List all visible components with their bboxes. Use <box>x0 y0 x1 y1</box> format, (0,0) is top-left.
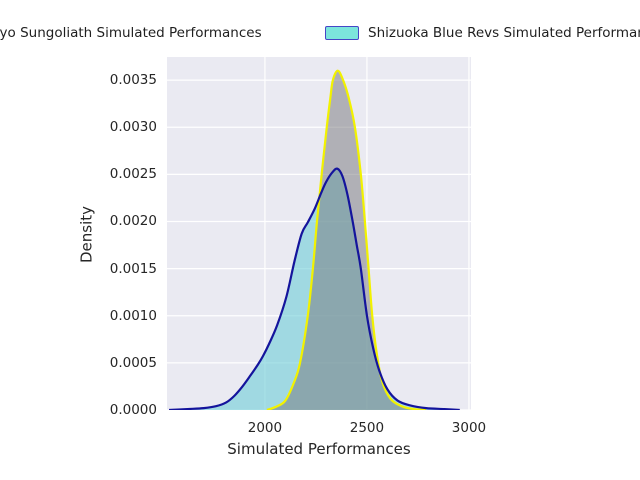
legend-label-shizuoka: Shizuoka Blue Revs Simulated Performance… <box>368 25 640 41</box>
x-tick-label: 2500 <box>349 420 385 436</box>
legend-item-tokyo-sungoliath: Tokyo Sungoliath Simulated Performances <box>0 23 262 43</box>
y-tick-label: 0.0000 <box>109 402 157 418</box>
legend: Tokyo Sungoliath Simulated Performances … <box>0 23 640 43</box>
x-axis-label: Simulated Performances <box>227 440 411 458</box>
y-tick-label: 0.0035 <box>109 72 157 89</box>
shizuoka-kde-line <box>168 167 460 410</box>
y-tick-label: 0.0010 <box>109 307 157 324</box>
y-tick-label: 0.0020 <box>109 213 157 230</box>
y-tick-label: 0.0025 <box>109 166 157 183</box>
legend-swatch-shizuoka-icon <box>325 26 359 40</box>
y-tick-label: 0.0005 <box>109 354 157 371</box>
x-tick-label: 3000 <box>451 420 487 436</box>
y-tick-label: 0.0015 <box>109 260 157 277</box>
plot-area <box>167 57 471 410</box>
legend-label-tokyo: Tokyo Sungoliath Simulated Performances <box>0 25 262 41</box>
y-axis-label: Density <box>77 205 96 264</box>
y-tick-label: 0.0030 <box>109 119 157 136</box>
legend-item-shizuoka-blue-revs: Shizuoka Blue Revs Simulated Performance… <box>325 23 640 43</box>
kde-density-plot <box>167 57 471 410</box>
x-tick-label: 2000 <box>247 420 283 436</box>
